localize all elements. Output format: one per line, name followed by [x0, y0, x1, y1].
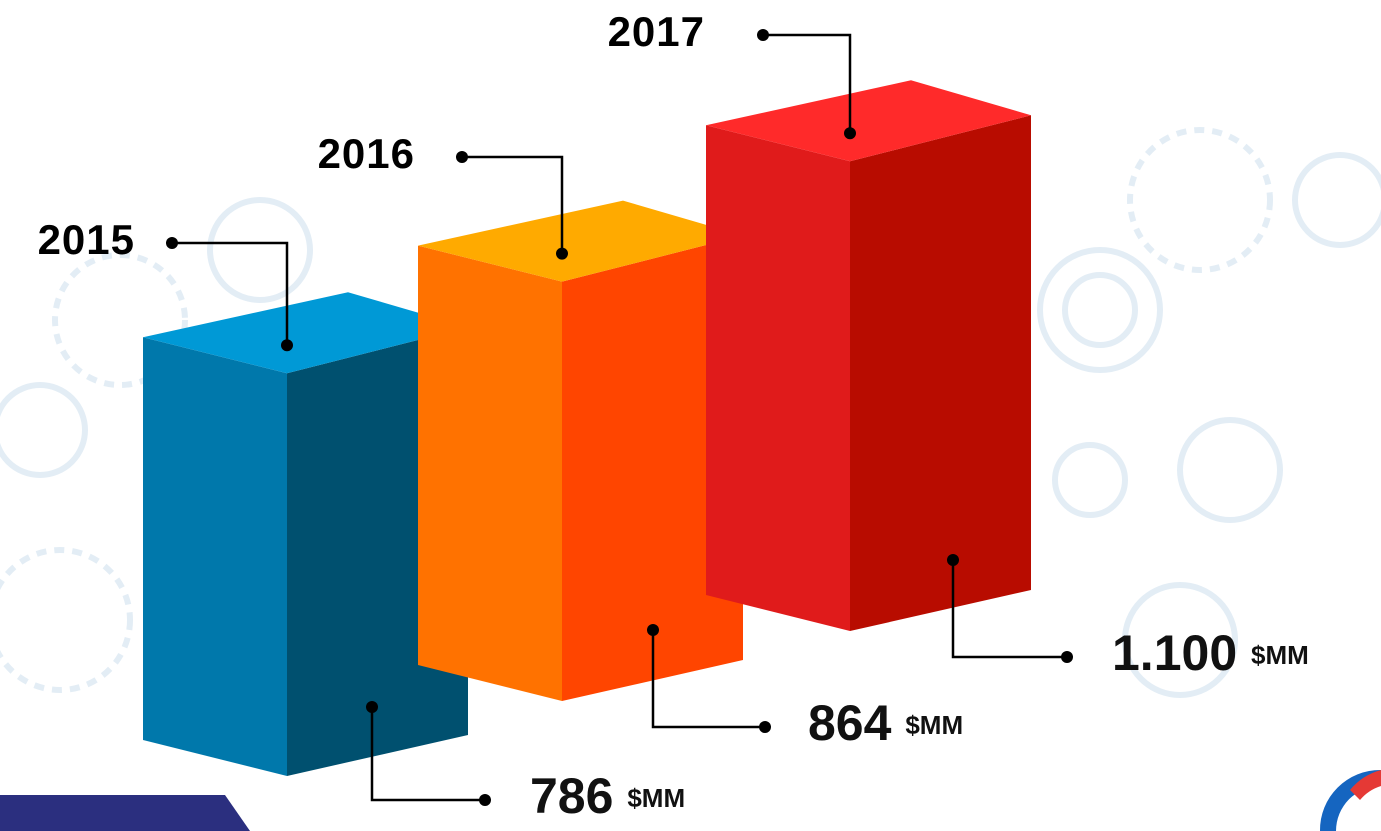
value-label: 786 $MM [530, 768, 685, 824]
value-number: 864 [808, 695, 892, 751]
bar-front [143, 337, 287, 776]
value-unit: $MM [905, 710, 963, 740]
bar-top [143, 292, 468, 374]
connector-dot [556, 247, 568, 260]
value-label: 1.100 $MM [1112, 625, 1309, 681]
connector-dot [166, 237, 178, 249]
connector-dot [844, 127, 856, 140]
bar-front [418, 245, 562, 701]
value-unit: $MM [627, 783, 685, 813]
connector-dot [647, 624, 659, 636]
logo-arc-red [1350, 770, 1381, 800]
footer-band [0, 795, 250, 831]
connector-dot [947, 554, 959, 566]
year-label: 2015 [38, 216, 135, 263]
bar-side [562, 235, 743, 701]
connector-dot [366, 701, 378, 713]
connector-dot [757, 29, 769, 41]
connector-dot [456, 151, 468, 163]
year-connector [172, 241, 289, 346]
year-connector [462, 155, 564, 254]
connector-dot [479, 794, 491, 806]
value-number: 1.100 [1112, 625, 1237, 681]
value-connector [370, 707, 485, 802]
bar-top [706, 80, 1031, 162]
connector-dot [281, 339, 293, 352]
connector-dot [759, 721, 771, 733]
value-connector [651, 630, 765, 729]
background-gears [0, 127, 1381, 698]
value-label: 864 $MM [808, 695, 963, 751]
value-unit: $MM [1251, 640, 1309, 670]
value-connector [951, 560, 1067, 659]
bar-front [706, 125, 850, 631]
year-label: 2016 [318, 130, 415, 177]
year-connector [763, 33, 852, 134]
value-number: 786 [530, 768, 613, 824]
year-label: 2017 [608, 8, 705, 55]
connector-dot [1061, 651, 1073, 663]
bar-side [850, 115, 1031, 631]
bar-top [418, 200, 743, 282]
